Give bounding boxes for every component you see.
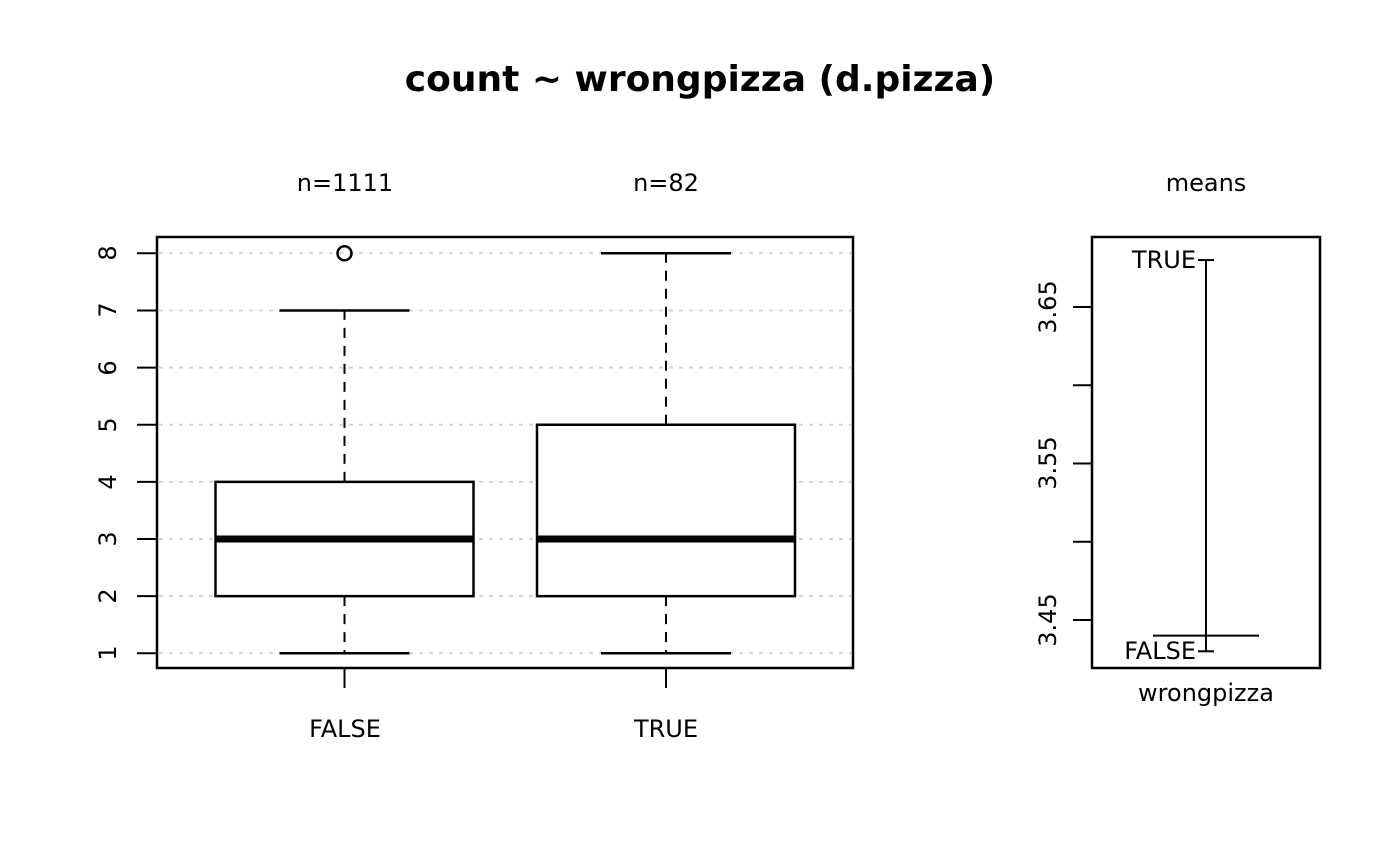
chart-title: count ~ wrongpizza (d.pizza) [404, 59, 996, 100]
subtitle-n-true: n=82 [633, 169, 699, 197]
iqr-box-true [535, 423, 797, 598]
mean-point-label-false: FALSE [1124, 637, 1196, 665]
mean-point-label-true: TRUE [1131, 246, 1196, 274]
y-tick-label-2: 2 [94, 588, 122, 604]
means-panel-border [1090, 235, 1322, 670]
y-tick-label-7: 7 [94, 302, 122, 318]
means-y-tick-label-345: 3.45 [1034, 593, 1062, 647]
outlier-point-false [336, 245, 353, 262]
y-tick-label-4: 4 [94, 474, 122, 490]
y-tick-label-8: 8 [94, 245, 122, 261]
means-y-tick-label-355: 3.55 [1034, 436, 1062, 490]
y-tick-label-5: 5 [94, 417, 122, 433]
means-x-axis-label: wrongpizza [1138, 679, 1274, 707]
boxplot-panel-border [155, 235, 855, 670]
means-y-tick-label-365: 3.65 [1034, 280, 1062, 334]
y-tick-label-6: 6 [94, 360, 122, 376]
x-category-label-true: TRUE [633, 715, 699, 743]
subtitle-n-false: n=1111 [296, 169, 394, 197]
y-tick-label-3: 3 [94, 531, 122, 547]
means-panel-title: means [1165, 169, 1247, 197]
x-category-label-false: FALSE [309, 715, 381, 743]
y-tick-label-1: 1 [94, 645, 122, 661]
